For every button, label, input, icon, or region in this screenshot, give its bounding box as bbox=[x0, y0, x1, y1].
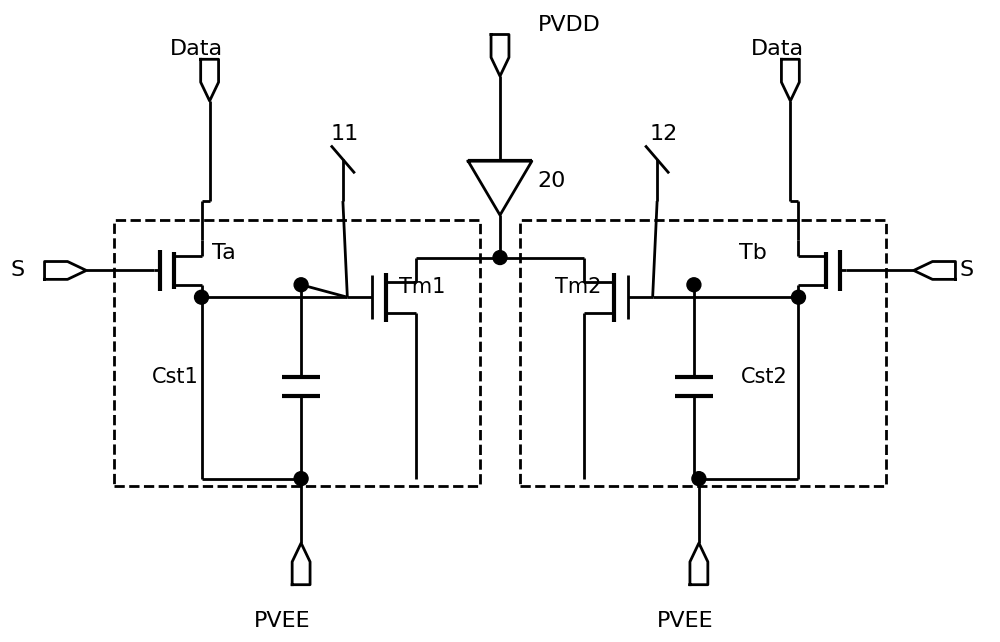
Text: Data: Data bbox=[170, 39, 223, 59]
Text: S: S bbox=[959, 261, 974, 281]
Polygon shape bbox=[491, 35, 509, 76]
Circle shape bbox=[294, 278, 308, 291]
Circle shape bbox=[195, 290, 208, 304]
Polygon shape bbox=[781, 59, 799, 101]
Text: Data: Data bbox=[751, 39, 804, 59]
Circle shape bbox=[493, 250, 507, 265]
Text: Ta: Ta bbox=[212, 243, 235, 263]
Circle shape bbox=[687, 278, 701, 291]
Text: PVDD: PVDD bbox=[538, 15, 601, 35]
Text: Tm1: Tm1 bbox=[399, 277, 445, 297]
Text: PVEE: PVEE bbox=[253, 611, 310, 631]
Text: Tm2: Tm2 bbox=[555, 277, 601, 297]
Text: 11: 11 bbox=[331, 124, 359, 144]
Polygon shape bbox=[201, 59, 219, 101]
Polygon shape bbox=[468, 161, 532, 215]
Text: Cst1: Cst1 bbox=[152, 367, 199, 386]
Polygon shape bbox=[45, 261, 86, 279]
Text: 12: 12 bbox=[649, 124, 677, 144]
Polygon shape bbox=[690, 543, 708, 585]
Circle shape bbox=[294, 472, 308, 485]
Text: PVEE: PVEE bbox=[657, 611, 714, 631]
Circle shape bbox=[792, 290, 805, 304]
Text: 20: 20 bbox=[538, 171, 566, 191]
Circle shape bbox=[692, 472, 706, 485]
Text: Cst2: Cst2 bbox=[741, 367, 787, 386]
Polygon shape bbox=[292, 543, 310, 585]
Text: S: S bbox=[11, 261, 25, 281]
Text: Tb: Tb bbox=[739, 243, 767, 263]
Polygon shape bbox=[914, 261, 955, 279]
